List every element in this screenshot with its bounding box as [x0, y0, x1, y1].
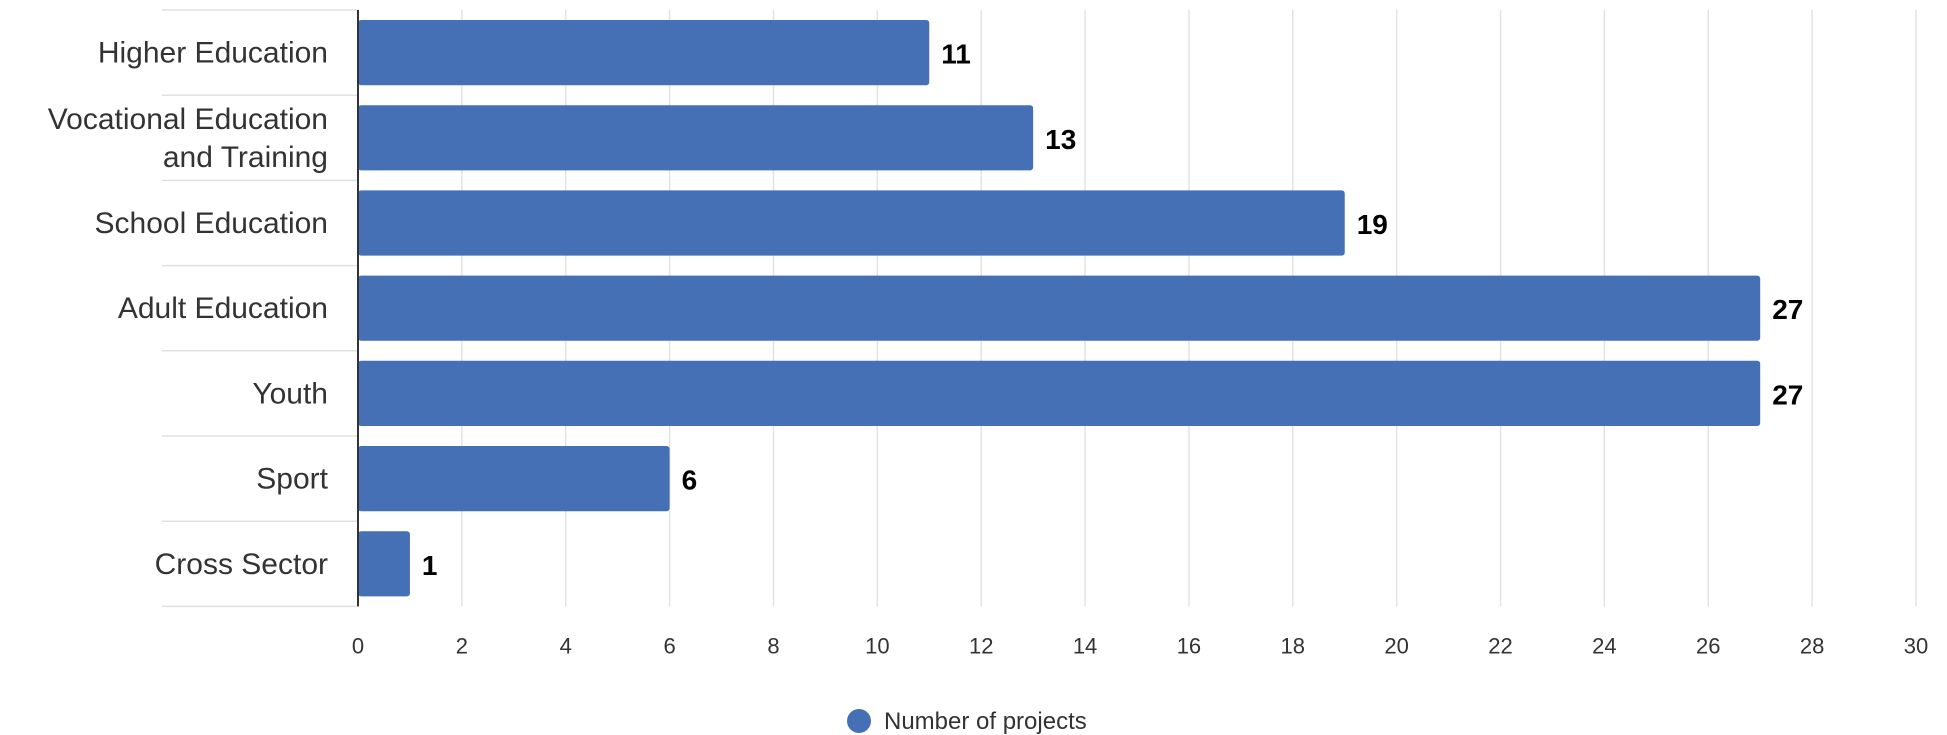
category-label: School Education — [95, 207, 329, 240]
data-label: 13 — [1045, 124, 1076, 155]
bar[interactable] — [358, 105, 1034, 171]
x-tick-label: 2 — [456, 633, 468, 658]
data-label: 1 — [422, 550, 438, 581]
category-label: Cross Sector — [155, 548, 328, 581]
bars — [358, 20, 1761, 597]
bar[interactable] — [358, 20, 930, 86]
data-label: 6 — [682, 465, 698, 496]
x-tick-label: 22 — [1488, 633, 1512, 658]
category-labels: Higher Education Vocational Education and … — [48, 37, 329, 581]
category-label: Higher Education — [98, 37, 328, 70]
x-tick-label: 0 — [352, 633, 364, 658]
legend[interactable]: Number of projects — [847, 708, 1087, 735]
data-label: 11 — [941, 39, 971, 70]
legend-label: Number of projects — [884, 708, 1087, 735]
x-tick-label: 6 — [663, 633, 675, 658]
x-tick-label: 18 — [1281, 633, 1305, 658]
bar[interactable] — [358, 446, 670, 512]
category-separators — [162, 9, 358, 608]
legend-marker — [847, 709, 871, 733]
x-tick-label: 8 — [767, 633, 779, 658]
category-label: Youth — [252, 377, 328, 410]
category-label: Adult Education — [118, 292, 328, 325]
x-tick-label: 14 — [1073, 633, 1097, 658]
x-tick-labels: 0 2 4 6 8 10 12 14 16 18 20 22 24 26 28 30 — [352, 633, 1928, 658]
data-label: 27 — [1772, 379, 1803, 410]
x-tick-label: 10 — [865, 633, 889, 658]
x-tick-label: 20 — [1384, 633, 1408, 658]
data-label: 27 — [1772, 294, 1803, 325]
bar[interactable] — [358, 275, 1761, 341]
bar[interactable] — [358, 531, 410, 597]
x-tick-label: 26 — [1696, 633, 1720, 658]
x-tick-label: 4 — [560, 633, 572, 658]
x-tick-label: 30 — [1904, 633, 1928, 658]
bar[interactable] — [358, 190, 1345, 256]
bar[interactable] — [358, 360, 1761, 426]
x-tick-label: 28 — [1800, 633, 1824, 658]
data-label: 19 — [1357, 209, 1388, 240]
data-labels: 11 13 19 27 27 6 1 — [422, 39, 1803, 581]
x-tick-label: 16 — [1177, 633, 1201, 658]
x-tick-label: 24 — [1592, 633, 1616, 658]
x-tick-label: 12 — [969, 633, 993, 658]
category-label: Sport — [256, 463, 328, 496]
category-label: Vocational Education and Training — [48, 103, 328, 174]
